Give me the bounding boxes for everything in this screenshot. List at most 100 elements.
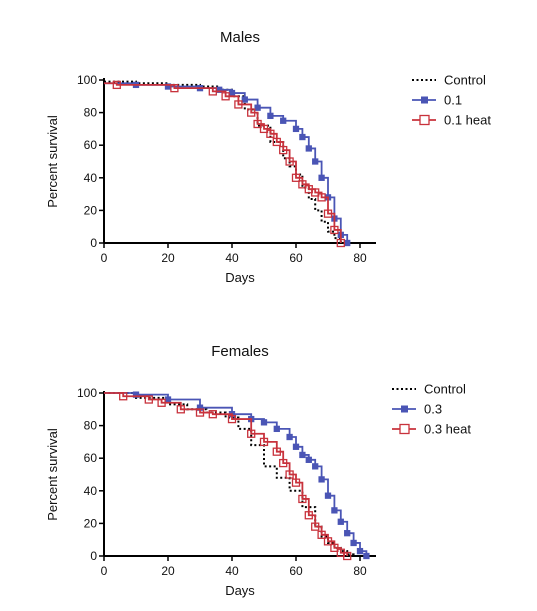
x-tick-label: 0 bbox=[101, 564, 108, 578]
y-tick-label: 80 bbox=[84, 419, 98, 433]
data-point bbox=[208, 87, 217, 96]
data-point bbox=[234, 100, 243, 109]
chart-panel-1: Males 0 20 40 60 80 100 0 20 40 60 80 Days Percent su… bbox=[45, 29, 491, 285]
x-tick-label: 0 bbox=[101, 251, 108, 265]
y-axis-label: Percent survival bbox=[45, 115, 60, 208]
data-point bbox=[292, 125, 300, 133]
legend-label: 0.3 heat bbox=[424, 422, 471, 437]
data-point bbox=[195, 408, 205, 417]
data-point bbox=[267, 112, 274, 120]
data-point bbox=[323, 209, 333, 218]
y-tick-label: 0 bbox=[90, 236, 97, 250]
series-line-3 bbox=[104, 82, 342, 243]
data-point bbox=[279, 145, 288, 155]
data-point bbox=[336, 238, 345, 248]
legend-label: Control bbox=[444, 73, 486, 88]
data-point bbox=[254, 104, 261, 111]
legend-marker bbox=[401, 405, 408, 413]
x-tick-label: 20 bbox=[161, 564, 175, 578]
data-point bbox=[280, 117, 287, 124]
x-tick-label: 40 bbox=[225, 564, 239, 578]
data-point bbox=[291, 173, 301, 182]
data-point bbox=[344, 239, 351, 247]
series-line-3 bbox=[104, 392, 349, 556]
data-point bbox=[272, 447, 281, 456]
data-point bbox=[312, 463, 319, 470]
legend-label: Control bbox=[424, 382, 466, 397]
x-tick-label: 80 bbox=[353, 564, 367, 578]
series-line-2 bbox=[104, 82, 349, 243]
y-tick-label: 0 bbox=[90, 549, 97, 563]
data-point bbox=[356, 547, 364, 555]
x-tick-label: 20 bbox=[161, 251, 175, 265]
data-point bbox=[170, 84, 179, 93]
data-point bbox=[344, 530, 351, 537]
y-tick-label: 80 bbox=[84, 106, 98, 120]
x-tick-label: 40 bbox=[225, 251, 239, 265]
data-point bbox=[241, 96, 248, 103]
data-point bbox=[330, 225, 339, 235]
y-tick-label: 100 bbox=[77, 73, 97, 87]
data-point bbox=[144, 395, 153, 404]
data-point bbox=[305, 145, 312, 152]
data-point bbox=[311, 188, 320, 197]
data-point bbox=[285, 157, 294, 166]
data-point bbox=[272, 137, 281, 147]
data-point bbox=[266, 129, 275, 138]
x-tick-label: 60 bbox=[289, 251, 303, 265]
data-point bbox=[363, 552, 370, 560]
data-point bbox=[208, 410, 217, 419]
data-point bbox=[260, 419, 268, 426]
data-point bbox=[323, 537, 333, 546]
chart-panel-2: Females 0 20 40 60 80 100 0 20 40 60 80 Days Percent … bbox=[45, 343, 471, 598]
data-point bbox=[279, 458, 288, 468]
y-tick-label: 20 bbox=[84, 203, 98, 217]
data-point bbox=[227, 414, 237, 424]
data-point bbox=[119, 392, 128, 401]
data-point bbox=[350, 539, 357, 547]
legend-label: 0.3 bbox=[424, 402, 442, 417]
y-tick-label: 40 bbox=[84, 484, 98, 498]
data-point bbox=[247, 429, 256, 438]
data-point bbox=[298, 494, 307, 504]
data-point bbox=[228, 89, 236, 97]
data-point bbox=[318, 174, 325, 181]
data-point bbox=[324, 492, 332, 499]
data-point bbox=[299, 451, 306, 459]
legend-label: 0.1 heat bbox=[444, 113, 491, 128]
data-point bbox=[304, 511, 313, 520]
data-point bbox=[259, 124, 269, 134]
legend-marker bbox=[421, 96, 428, 104]
data-point bbox=[311, 522, 320, 531]
legend-label: 0.1 bbox=[444, 93, 462, 108]
data-point bbox=[221, 92, 230, 101]
data-point bbox=[157, 398, 166, 407]
data-point bbox=[292, 443, 300, 450]
data-point bbox=[291, 478, 301, 487]
y-tick-label: 60 bbox=[84, 138, 98, 152]
data-point bbox=[176, 405, 185, 414]
y-axis-label: Percent survival bbox=[45, 428, 60, 521]
chart-title: Females bbox=[211, 343, 269, 360]
x-tick-label: 80 bbox=[353, 251, 367, 265]
data-point bbox=[312, 158, 319, 165]
data-point bbox=[298, 180, 307, 189]
y-tick-label: 100 bbox=[77, 386, 97, 400]
y-tick-label: 60 bbox=[84, 451, 98, 465]
legend-marker bbox=[419, 114, 430, 126]
data-point bbox=[164, 396, 172, 403]
data-point bbox=[286, 433, 293, 441]
y-tick-label: 20 bbox=[84, 516, 98, 530]
legend-marker bbox=[399, 423, 410, 435]
x-axis-label: Days bbox=[225, 270, 255, 285]
data-point bbox=[343, 551, 352, 561]
series-line-1 bbox=[104, 80, 342, 243]
data-point bbox=[305, 456, 312, 463]
x-tick-label: 60 bbox=[289, 564, 303, 578]
data-point bbox=[331, 507, 338, 514]
data-point bbox=[330, 543, 339, 552]
data-point bbox=[285, 470, 294, 479]
data-point bbox=[318, 476, 325, 483]
data-point bbox=[253, 119, 262, 129]
y-tick-label: 40 bbox=[84, 171, 98, 185]
